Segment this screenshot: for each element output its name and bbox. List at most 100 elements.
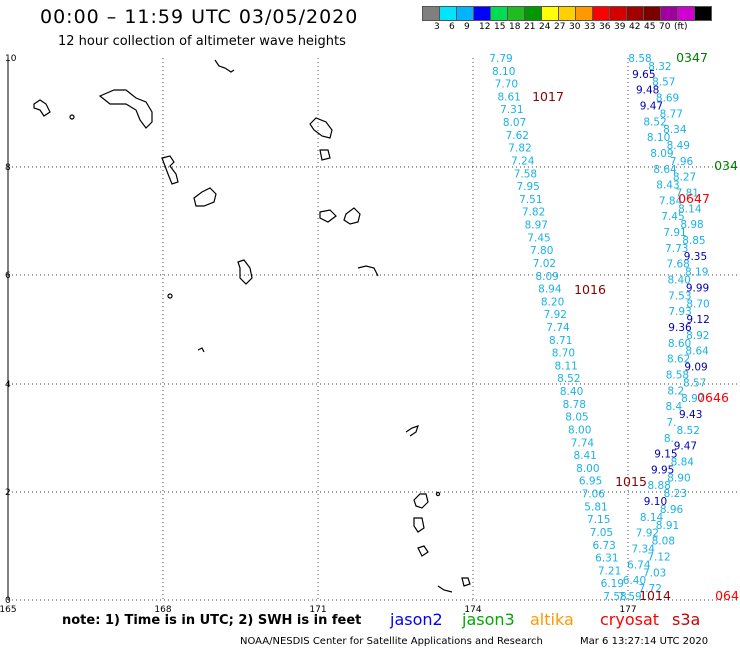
swh-value: 8.05: [565, 412, 588, 424]
swh-value: 8.97: [525, 220, 548, 232]
swh-value: 8.71: [549, 335, 572, 347]
swh-value: 7.74: [546, 322, 570, 334]
swh-value: 7.58: [603, 591, 626, 603]
grid-lines: [8, 58, 740, 601]
swh-value: 9.65: [632, 69, 655, 81]
swh-value: 6.19: [601, 578, 624, 590]
swh-value: 8.10: [647, 132, 670, 144]
swh-value: 8.32: [648, 61, 671, 73]
swh-value: 7.58: [514, 168, 537, 180]
swh-value: 8.14: [678, 203, 702, 215]
island: [319, 149, 331, 161]
color-scale-label: 3: [434, 22, 440, 32]
island: [214, 59, 235, 73]
swh-value: 9.99: [686, 282, 709, 294]
swh-value: 7.24: [511, 155, 535, 167]
swh-value: 8.43: [656, 180, 679, 192]
swh-value: 8.09: [535, 271, 558, 283]
swh-value: 7.82: [522, 207, 545, 219]
island: [309, 117, 333, 139]
color-scale-label: 18: [509, 22, 521, 32]
color-scale-label: 15: [494, 22, 506, 32]
swh-value: 7.91: [663, 227, 686, 239]
swh-value: 8.64: [685, 346, 709, 358]
swh-value: 8.78: [563, 399, 586, 411]
swh-value: 8.64: [653, 164, 677, 176]
footer-note: note: 1) Time is in UTC; 2) SWH is in fe…: [62, 613, 362, 628]
swh-value: 9.10: [644, 496, 667, 508]
swh-value: 8.49: [667, 140, 690, 152]
lat-tick-label: 0: [5, 596, 11, 606]
swh-value: 8.52: [643, 116, 666, 128]
swh-value: 8.84: [671, 457, 695, 469]
swh-value: 8.58: [666, 369, 689, 381]
color-scale: [422, 6, 712, 21]
swh-value: 9.48: [636, 85, 659, 97]
swh-value: 8.77: [660, 108, 683, 120]
swh-value: 8.97: [681, 393, 704, 405]
swh-value: 8.41: [573, 450, 596, 462]
swh-value: 8.57: [683, 377, 706, 389]
swh-value: 7.12: [647, 551, 670, 563]
time-label: 034: [714, 158, 738, 173]
swh-value: 8.69: [656, 93, 679, 105]
time-label: 0347: [676, 50, 708, 65]
swh-value: 7.93: [668, 306, 691, 318]
swh-value: 7.68: [666, 259, 689, 271]
swh-value: 8.07: [503, 117, 526, 129]
lon-tick-label: 165: [0, 605, 17, 615]
island: [33, 99, 51, 117]
swh-value: 8.: [664, 433, 674, 445]
swh-value: 7.02: [533, 258, 556, 270]
swh-value: 7.45: [527, 232, 550, 244]
color-scale-labels: 3 6 9 12 15 18 21 24 27 30 33 36 39 42 45 70 (ft): [422, 22, 740, 34]
swh-value: 7.03: [643, 567, 666, 579]
swh-value: 8.61: [497, 91, 520, 103]
lon-tick-label: 168: [154, 605, 171, 615]
swh-value: 7.74: [571, 437, 595, 449]
swh-value: 7.15: [587, 514, 610, 526]
swh-value: 9.36: [668, 322, 692, 334]
swh-value: 8.10: [492, 66, 515, 78]
swh-value: 8.94: [538, 284, 562, 296]
color-scale-label: 6: [449, 22, 455, 32]
swh-value: 7.: [666, 417, 676, 429]
page-subtitle: 12 hour collection of altimeter wave hei…: [58, 34, 346, 49]
swh-value: 7.72: [639, 583, 662, 595]
page-title: 00:00 – 11:59 UTC 03/05/2020: [40, 6, 359, 28]
color-scale-label: 12: [479, 22, 491, 32]
lon-tick-label: 177: [619, 605, 636, 615]
track-values: 7.798.107.708.617.318.077.627.827.247.58…: [489, 53, 709, 603]
swh-value: 8.00: [568, 424, 591, 436]
lon-tick-label: 171: [309, 605, 326, 615]
swh-value: 8.52: [557, 373, 580, 385]
swh-value: 9.47: [674, 441, 697, 453]
time-label: 0647: [678, 191, 710, 206]
swh-value: 7.95: [516, 181, 539, 193]
swh-value: 7.70: [495, 79, 518, 91]
swh-value: 8.14: [640, 512, 664, 524]
color-scale-label: (ft): [674, 22, 688, 32]
swh-value: 8.70: [686, 298, 709, 310]
swh-value: 7.81: [676, 188, 699, 200]
island: [69, 114, 75, 120]
swh-value: 8.88: [647, 480, 670, 492]
swh-value: 7.80: [530, 245, 553, 257]
island: [413, 517, 425, 533]
color-scale-label: 42: [629, 22, 641, 32]
color-scale-label: 21: [524, 22, 536, 32]
swh-value: 8.40: [667, 275, 690, 287]
swh-value: 8.90: [667, 472, 690, 484]
swh-value: 8.23: [664, 488, 687, 500]
swh-value: 8.08: [652, 536, 675, 548]
island: [357, 265, 379, 277]
credit: NOAA/NESDIS Center for Satellite Applica…: [240, 636, 543, 647]
swh-value: 9.15: [654, 449, 677, 461]
swh-value: 8.40: [560, 386, 583, 398]
lat-tick-label: 2: [5, 488, 11, 498]
color-scale-label: 45: [644, 22, 656, 32]
color-scale-label: 27: [554, 22, 566, 32]
swh-value: 7.84: [659, 195, 683, 207]
island: [193, 187, 217, 207]
